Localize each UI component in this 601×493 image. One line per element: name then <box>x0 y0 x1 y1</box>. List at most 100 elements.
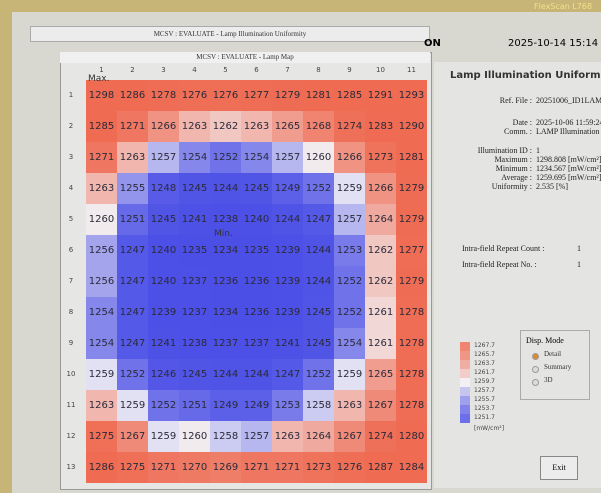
heatmap-cell: 1262 <box>365 235 396 266</box>
radio-button[interactable] <box>532 379 539 386</box>
heatmap-cell: 1278 <box>148 80 179 111</box>
heatmap-cell: 1251 <box>117 204 148 235</box>
heatmap-cell: 1291 <box>365 80 396 111</box>
info-label: Intra-field Repeat No. : <box>462 260 537 269</box>
radio-label[interactable]: Summary <box>544 363 572 371</box>
heatmap-cell: 1271 <box>86 142 117 173</box>
info-value: LAMP Illumination Unifo <box>536 127 601 136</box>
heatmap-cell: 1273 <box>365 142 396 173</box>
heatmap-cell: 1254 <box>241 142 272 173</box>
info-value: 1298.808 [mW/cm²] <box>536 155 601 164</box>
heatmap-cell: 1244 <box>303 266 334 297</box>
legend-label: 1263.7 <box>474 360 495 367</box>
info-value: 20251006_ID1LAMP <box>536 96 601 105</box>
heatmap-cell: 1237 <box>241 328 272 359</box>
heatmap-cell: 1263 <box>241 111 272 142</box>
exit-button[interactable]: Exit <box>540 456 578 480</box>
heatmap-cell: 1257 <box>272 142 303 173</box>
legend-swatch <box>460 360 470 369</box>
window-title: MCSV : EVALUATE - Lamp Illumination Unif… <box>30 26 430 42</box>
info-value: 2025-10-06 11:59:24 <box>536 118 601 127</box>
heatmap-cell: 1254 <box>334 328 365 359</box>
heatmap-cell: 1290 <box>396 111 427 142</box>
heatmap-cell: 1254 <box>86 297 117 328</box>
heatmap-cell: 1241 <box>148 328 179 359</box>
heatmap-cell: 1279 <box>396 173 427 204</box>
legend-label: 1257.7 <box>474 387 495 394</box>
heatmap-cell: 1249 <box>241 390 272 421</box>
heatmap-cell: 1252 <box>210 142 241 173</box>
legend-label: 1255.7 <box>474 396 495 403</box>
heatmap-cell: 1247 <box>117 235 148 266</box>
info-label: Illumination ID : <box>477 146 532 155</box>
column-header: 8 <box>316 66 321 74</box>
radio-button[interactable] <box>532 353 539 360</box>
row-header: 13 <box>66 463 76 471</box>
heatmap-cell: 1247 <box>117 266 148 297</box>
column-header: 5 <box>223 66 228 74</box>
min-label: Min. <box>214 229 233 239</box>
heatmap-cell: 1280 <box>396 421 427 452</box>
heatmap-cell: 1255 <box>117 173 148 204</box>
heatmap-cell: 1265 <box>272 111 303 142</box>
heatmap-cell: 1267 <box>365 390 396 421</box>
legend-label: 1267.7 <box>474 342 495 349</box>
heatmap-cell: 1253 <box>272 390 303 421</box>
heatmap-cell: 1283 <box>365 111 396 142</box>
legend-label: 1251.7 <box>474 414 495 421</box>
heatmap-cell: 1240 <box>148 266 179 297</box>
heatmap-cell: 1285 <box>334 80 365 111</box>
row-header: 7 <box>68 277 74 285</box>
heatmap-cell: 1274 <box>334 111 365 142</box>
info-value: 1 <box>577 260 581 269</box>
heatmap-cell: 1235 <box>179 235 210 266</box>
heatmap-cell: 1275 <box>117 452 148 483</box>
legend-swatch <box>460 396 470 405</box>
row-header: 4 <box>68 184 74 192</box>
heatmap-cell: 1261 <box>365 297 396 328</box>
heatmap-cell: 1271 <box>148 452 179 483</box>
info-title: Lamp Illumination Uniformity <box>450 70 601 81</box>
row-header: 3 <box>68 153 74 161</box>
info-label: Date : <box>512 118 532 127</box>
heatmap-cell: 1256 <box>86 235 117 266</box>
column-header: 3 <box>161 66 166 74</box>
heatmap-cell: 1249 <box>210 390 241 421</box>
legend-swatch <box>460 414 470 423</box>
heatmap-cell: 1266 <box>365 173 396 204</box>
heatmap-cell: 1239 <box>272 266 303 297</box>
heatmap-cell: 1276 <box>334 452 365 483</box>
radio-button[interactable] <box>532 366 539 373</box>
legend-label: 1253.7 <box>474 405 495 412</box>
heatmap-cell: 1244 <box>210 359 241 390</box>
column-header: 9 <box>347 66 352 74</box>
heatmap-cell: 1281 <box>303 80 334 111</box>
heatmap-cell: 1256 <box>86 266 117 297</box>
heatmap-cell: 1236 <box>210 266 241 297</box>
heatmap-cell: 1238 <box>179 328 210 359</box>
heatmap-cell: 1298 <box>86 80 117 111</box>
max-label: Max. <box>88 74 110 84</box>
info-value: 1 <box>536 146 540 155</box>
heatmap-cell: 1257 <box>148 142 179 173</box>
heatmap-cell: 1241 <box>272 328 303 359</box>
heatmap-cell: 1259 <box>334 173 365 204</box>
heatmap-cell: 1260 <box>303 142 334 173</box>
heatmap-cell: 1271 <box>241 452 272 483</box>
info-label: Comm. : <box>503 127 532 136</box>
legend-unit: [mW/cm²] <box>474 425 505 432</box>
heatmap-cell: 1259 <box>117 390 148 421</box>
heatmap-cell: 1239 <box>272 297 303 328</box>
info-label: Average : <box>501 173 532 182</box>
heatmap-cell: 1245 <box>303 297 334 328</box>
legend-swatch <box>460 387 470 396</box>
heatmap-cell: 1278 <box>396 359 427 390</box>
legend-swatch <box>460 405 470 414</box>
row-header: 10 <box>66 370 76 378</box>
radio-label[interactable]: Detail <box>544 350 562 358</box>
heatmap-cell: 1254 <box>86 328 117 359</box>
legend-label: 1261.7 <box>474 369 495 376</box>
radio-label[interactable]: 3D <box>544 376 553 384</box>
row-header: 9 <box>68 339 74 347</box>
heatmap-cell: 1236 <box>241 297 272 328</box>
